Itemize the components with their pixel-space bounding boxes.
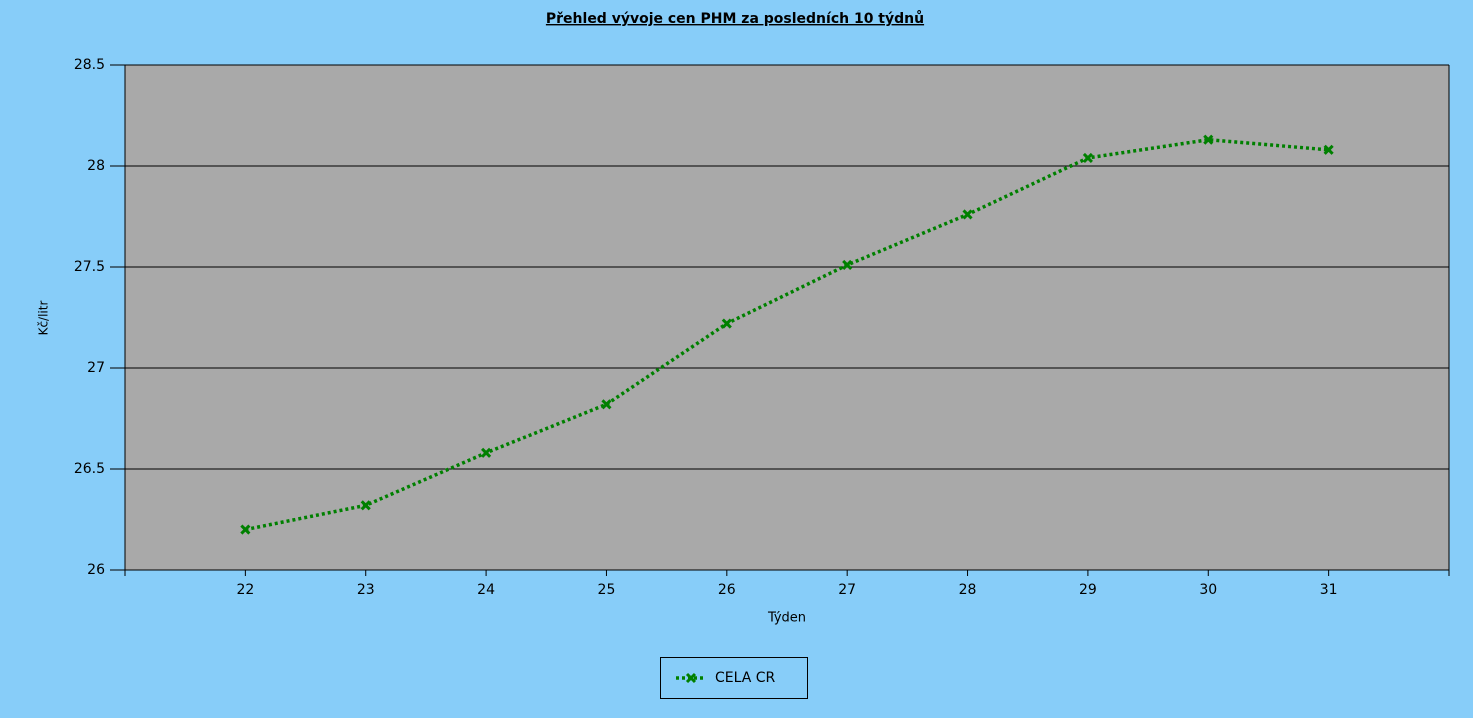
x-tick-label: 29 [1079, 582, 1097, 598]
data-point [601, 399, 612, 410]
data-point [842, 259, 853, 271]
data-point [1323, 144, 1334, 155]
legend-label: CELA CR [715, 670, 776, 686]
y-tick-label: 26 [87, 562, 105, 578]
legend-box [660, 657, 808, 699]
x-tick-label: 28 [959, 582, 977, 598]
chart-title: Přehled vývoje cen PHM za posledních 10 … [546, 10, 924, 27]
x-tick-label: 26 [718, 582, 736, 598]
data-point [481, 447, 492, 458]
y-tick-label: 28 [87, 158, 105, 174]
legend-marker [685, 672, 697, 684]
y-tick-label: 28.5 [74, 57, 105, 73]
y-tick-label: 26.5 [74, 461, 105, 477]
y-tick-label: 27 [87, 360, 105, 376]
data-point [962, 209, 973, 220]
x-tick-label: 30 [1199, 582, 1217, 598]
x-tick-label: 24 [477, 582, 495, 598]
x-tick-label: 27 [838, 582, 856, 598]
data-line [245, 137, 1329, 532]
x-tick-label: 31 [1320, 582, 1338, 598]
x-tick-label: 22 [236, 582, 254, 598]
y-axis-label: Kč/litr [37, 301, 51, 336]
x-tick-label: 23 [357, 582, 375, 598]
x-tick-label: 25 [598, 582, 616, 598]
data-point [1203, 134, 1214, 145]
data-point [1082, 152, 1093, 163]
data-point [360, 500, 371, 511]
x-axis-label: Týden [767, 611, 806, 626]
data-point [721, 318, 732, 329]
data-point [240, 524, 251, 535]
y-tick-label: 27.5 [74, 259, 105, 275]
plot-area [125, 65, 1449, 570]
